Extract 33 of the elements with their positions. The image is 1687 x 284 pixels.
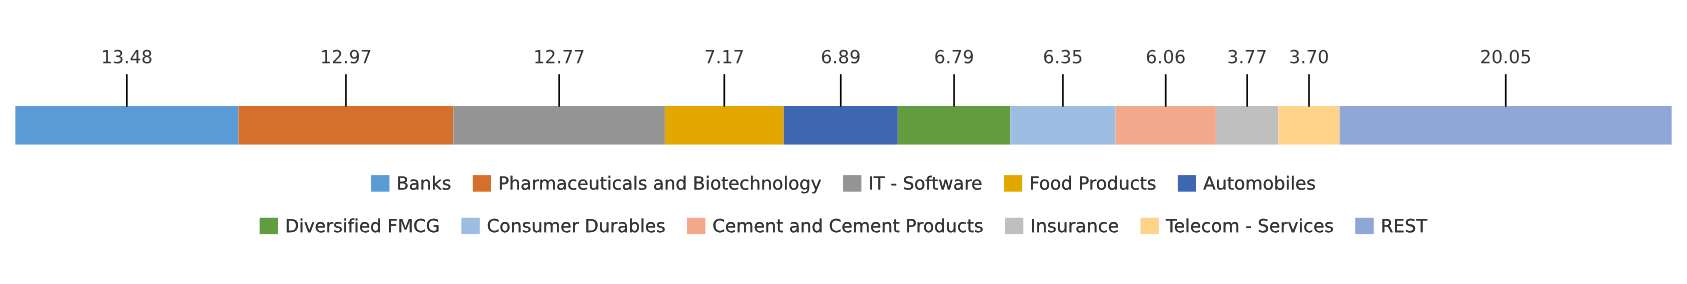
legend-label: REST [1382,218,1428,233]
data-label: 12.97 [322,49,371,64]
data-label: 12.77 [535,49,584,64]
legend-label: Consumer Durables [487,218,665,233]
bar [1339,105,1672,145]
legend-label: Banks [398,175,451,190]
bar [238,105,454,145]
bar [664,105,784,145]
legend-label: Telecom - Services [1165,218,1333,233]
bar [1010,105,1116,145]
bar [1215,105,1279,145]
data-label: 6.35 [1044,49,1082,64]
legend-label: Cement and Cement Products [713,218,983,233]
bar [783,105,898,145]
legend-label: IT - Software [870,175,982,190]
bar [1115,105,1216,145]
bar [897,105,1011,145]
legend-label: Automobiles [1203,175,1315,190]
data-label: 6.79 [935,49,973,64]
bar [15,105,239,145]
bar [453,105,665,145]
bar [1278,105,1340,145]
legend-label: Food Products [1031,175,1156,190]
legend-label: Diversified FMCG [286,218,439,233]
data-label: 13.48 [102,49,152,64]
data-label: 6.89 [821,49,860,64]
data-label: 20.05 [1481,49,1531,64]
legend-label: Insurance [1032,218,1118,233]
data-label: 7.17 [705,50,743,64]
data-label: 3.77 [1228,49,1266,64]
data-label: 6.06 [1146,49,1185,64]
legend-label: Pharmaceuticals and Biotechnology [499,175,821,194]
data-label: 3.70 [1290,49,1328,64]
